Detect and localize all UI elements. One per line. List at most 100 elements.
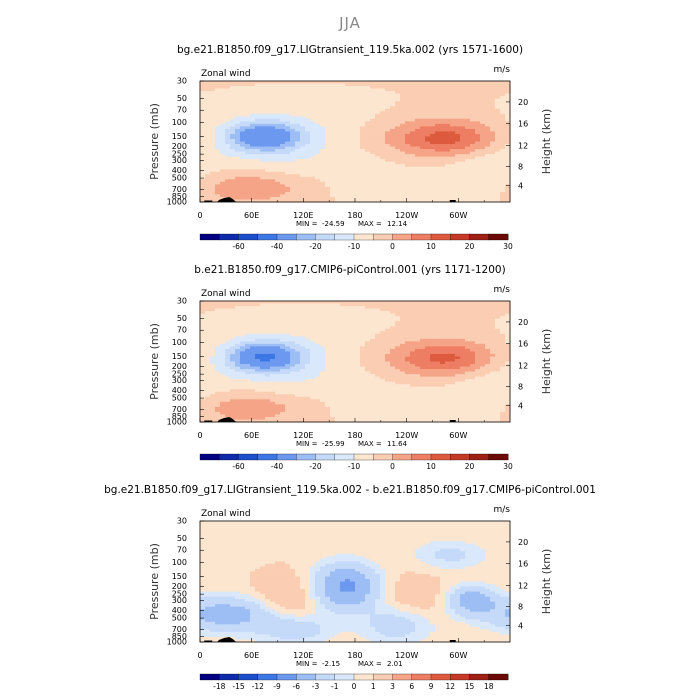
- contour-cell: [205, 326, 211, 330]
- contour-cell: [420, 186, 426, 190]
- contour-cell: [505, 196, 511, 200]
- contour-cell: [410, 313, 416, 317]
- contour-cell: [365, 356, 371, 360]
- contour-cell: [490, 316, 496, 320]
- contour-cell: [485, 351, 491, 355]
- contour-cell: [375, 171, 381, 175]
- contour-cell: [230, 331, 236, 335]
- contour-cell: [505, 184, 511, 188]
- contour-cell: [315, 199, 321, 203]
- contour-cell: [270, 121, 276, 125]
- contour-cell: [350, 321, 356, 325]
- contour-cell: [325, 156, 331, 160]
- contour-cell: [415, 336, 421, 340]
- contour-cell: [215, 101, 221, 105]
- contour-cell: [245, 88, 251, 92]
- contour-cell: [225, 138, 231, 142]
- contour-cell: [355, 353, 361, 357]
- contour-cell: [375, 356, 381, 360]
- contour-cell: [245, 146, 251, 150]
- contour-cell: [280, 138, 286, 142]
- contour-cell: [495, 81, 501, 84]
- contour-cell: [450, 121, 456, 125]
- contour-cell: [460, 338, 466, 342]
- contour-cell: [415, 171, 421, 175]
- contour-cell: [380, 156, 386, 160]
- contour-cell: [385, 93, 391, 97]
- contour-cell: [325, 361, 331, 365]
- contour-cell: [250, 323, 256, 327]
- contour-cell: [485, 149, 491, 152]
- contour-cell: [205, 301, 211, 304]
- contour-cell: [415, 161, 421, 165]
- contour-cell: [325, 308, 331, 312]
- contour-cell: [405, 321, 411, 325]
- contour-cell: [430, 326, 436, 330]
- contour-cell: [230, 121, 236, 125]
- contour-cell: [235, 123, 241, 127]
- contour-cell: [420, 194, 426, 198]
- contour-cell: [205, 366, 211, 370]
- contour-cell: [415, 174, 421, 178]
- contour-cell: [445, 154, 451, 158]
- contour-cell: [430, 366, 436, 370]
- contour-cell: [250, 101, 256, 105]
- contour-cell: [325, 133, 331, 137]
- contour-cell: [260, 328, 266, 332]
- contour-cell: [410, 364, 416, 367]
- contour-cell: [475, 123, 481, 127]
- contour-cell: [410, 186, 416, 190]
- contour-cell: [235, 111, 241, 115]
- contour-cell: [465, 191, 471, 195]
- contour-cell: [435, 103, 441, 107]
- contour-cell: [370, 161, 376, 165]
- contour-cell: [435, 111, 441, 115]
- contour-cell: [480, 179, 486, 183]
- contour-cell: [235, 196, 241, 200]
- contour-cell: [455, 161, 461, 165]
- contour-cell: [220, 308, 226, 312]
- contour-cell: [280, 323, 286, 327]
- contour-cell: [275, 351, 281, 355]
- contour-cell: [305, 328, 311, 332]
- contour-cell: [315, 179, 321, 183]
- contour-cell: [420, 371, 426, 375]
- contour-cell: [230, 356, 236, 360]
- contour-cell: [200, 136, 206, 140]
- contour-cell: [375, 113, 381, 117]
- contour-cell: [225, 131, 231, 135]
- contour-cell: [285, 174, 291, 178]
- contour-cell: [475, 366, 481, 370]
- contour-cell: [395, 149, 401, 152]
- contour-cell: [470, 194, 476, 198]
- contour-cell: [390, 318, 396, 322]
- contour-cell: [235, 91, 241, 94]
- contour-cell: [375, 106, 381, 110]
- contour-cell: [425, 93, 431, 97]
- contour-cell: [315, 303, 321, 307]
- contour-cell: [220, 364, 226, 367]
- contour-cell: [250, 176, 256, 180]
- contour-cell: [230, 166, 236, 170]
- contour-cell: [415, 96, 421, 100]
- contour-cell: [275, 101, 281, 105]
- contour-cell: [500, 171, 506, 175]
- contour-cell: [485, 156, 491, 160]
- contour-cell: [320, 358, 326, 362]
- contour-cell: [470, 171, 476, 175]
- contour-cell: [240, 328, 246, 332]
- contour-cell: [495, 306, 501, 309]
- contour-cell: [295, 301, 301, 304]
- contour-cell: [480, 186, 486, 190]
- contour-cell: [220, 133, 226, 137]
- panel-title: b.e21.B1850.f09_g17.CMIP6-piControl.001 …: [194, 264, 506, 276]
- contour-cell: [410, 171, 416, 175]
- contour-cell: [315, 308, 321, 312]
- contour-cell: [335, 346, 341, 350]
- contour-cell: [285, 356, 291, 360]
- contour-cell: [470, 166, 476, 170]
- contour-cell: [365, 123, 371, 127]
- contour-cell: [500, 98, 506, 102]
- contour-cell: [205, 361, 211, 365]
- contour-cell: [230, 106, 236, 110]
